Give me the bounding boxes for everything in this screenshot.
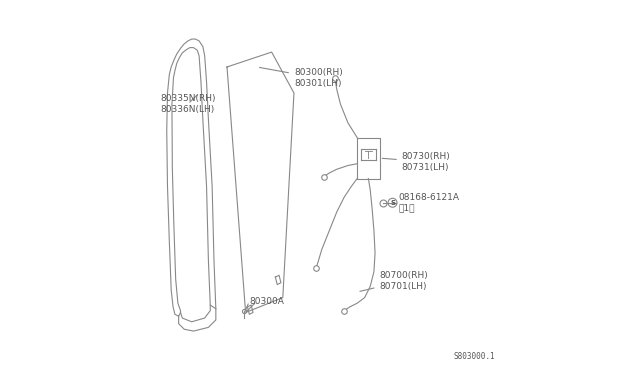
Text: S803000.1: S803000.1 <box>453 352 495 361</box>
Text: 08168-6121A
（1）: 08168-6121A （1） <box>398 193 459 212</box>
Text: 80700(RH)
80701(LH): 80700(RH) 80701(LH) <box>360 271 428 291</box>
Text: 80335N(RH)
80336N(LH): 80335N(RH) 80336N(LH) <box>160 94 216 114</box>
Text: 80730(RH)
80731(LH): 80730(RH) 80731(LH) <box>382 152 451 171</box>
Text: 80300(RH)
80301(LH): 80300(RH) 80301(LH) <box>259 67 342 88</box>
Text: 80300A: 80300A <box>250 297 284 306</box>
Text: S: S <box>390 200 395 206</box>
